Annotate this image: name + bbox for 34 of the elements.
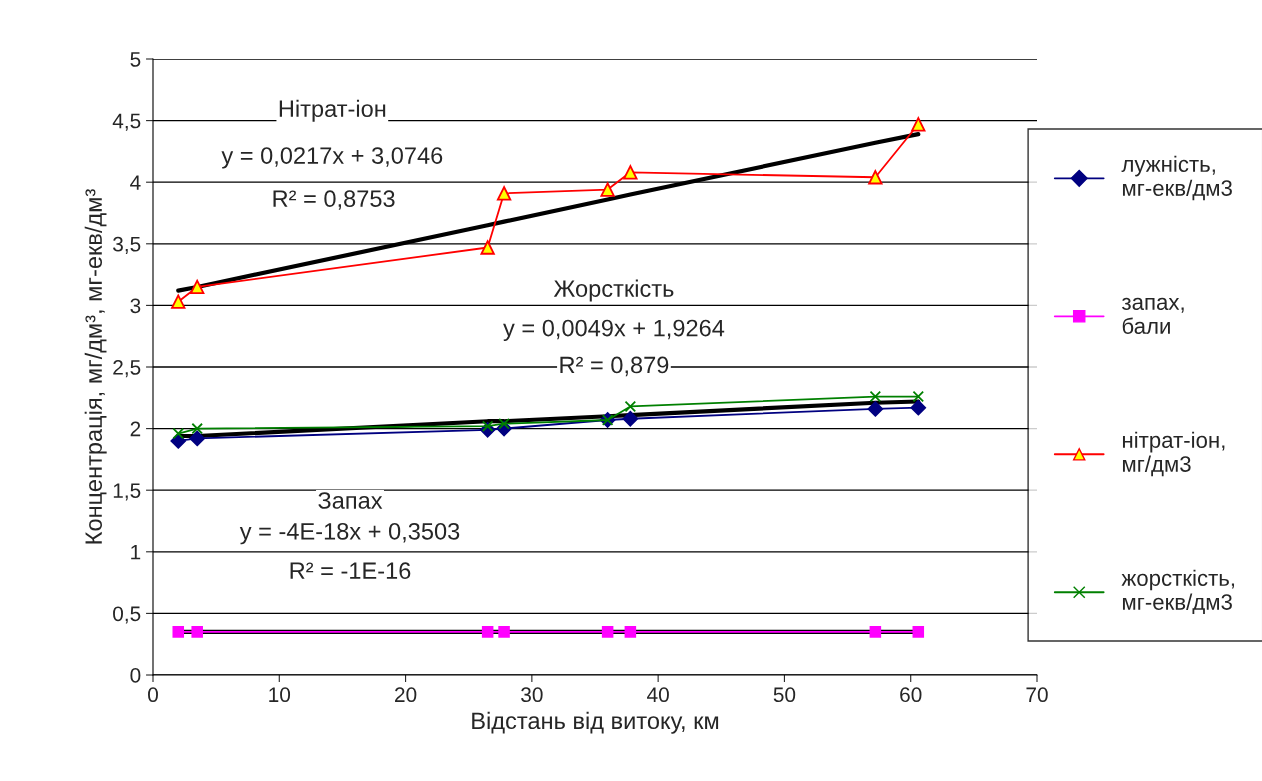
x-axis-title: Відстань від витоку, км [472, 711, 719, 734]
annotation: R² = 0,879 [560, 356, 669, 377]
legend-label: жорсткість, мг-екв/дм3 [1121, 569, 1235, 615]
x-tick-label: 70 [1026, 687, 1048, 703]
y-tick-label: 0 [130, 668, 141, 683]
y-tick-label: 4 [130, 175, 141, 190]
legend-label: нітрат-іон, мг/дм3 [1122, 431, 1225, 477]
annotation: Нітрат-іон [279, 99, 386, 122]
annotation: R² = -1E-16 [290, 562, 411, 580]
annotation: Запах [318, 492, 383, 509]
annotation: y = 0,0049x + 1,9264 [503, 319, 725, 342]
annotation: y = 0,0217x + 3,0746 [221, 147, 443, 169]
annotation: Жорсткість [553, 279, 674, 302]
x-tick-label: 60 [900, 687, 922, 703]
y-tick-label: 4,5 [112, 113, 141, 131]
y-tick-label: 1,5 [113, 483, 141, 501]
legend-label: запах, бали [1121, 297, 1184, 334]
y-axis-title: Концентрація, мг/дм³, мг-екв/дм³ [84, 189, 107, 544]
x-tick-label: 40 [647, 687, 669, 703]
y-tick-label: 1 [131, 545, 141, 560]
y-tick-label: 5 [130, 52, 141, 67]
annotation: R² = 0,8753 [273, 190, 395, 210]
y-tick-label: 2,5 [113, 360, 141, 378]
x-tick-label: 50 [773, 687, 796, 703]
x-tick-label: 20 [395, 687, 417, 703]
legend-label: лужність, мг-екв/дм3 [1121, 155, 1232, 201]
y-tick-label: 3 [130, 298, 141, 314]
annotation: y = -4E-18x + 0,3503 [239, 522, 460, 545]
y-tick-label: 3,5 [113, 236, 141, 255]
y-tick-label: 0,5 [113, 606, 141, 624]
x-tick-label: 10 [269, 687, 291, 703]
x-tick-label: 30 [521, 687, 543, 703]
y-tick-label: 2 [130, 421, 141, 437]
x-tick-label: 0 [148, 687, 158, 703]
